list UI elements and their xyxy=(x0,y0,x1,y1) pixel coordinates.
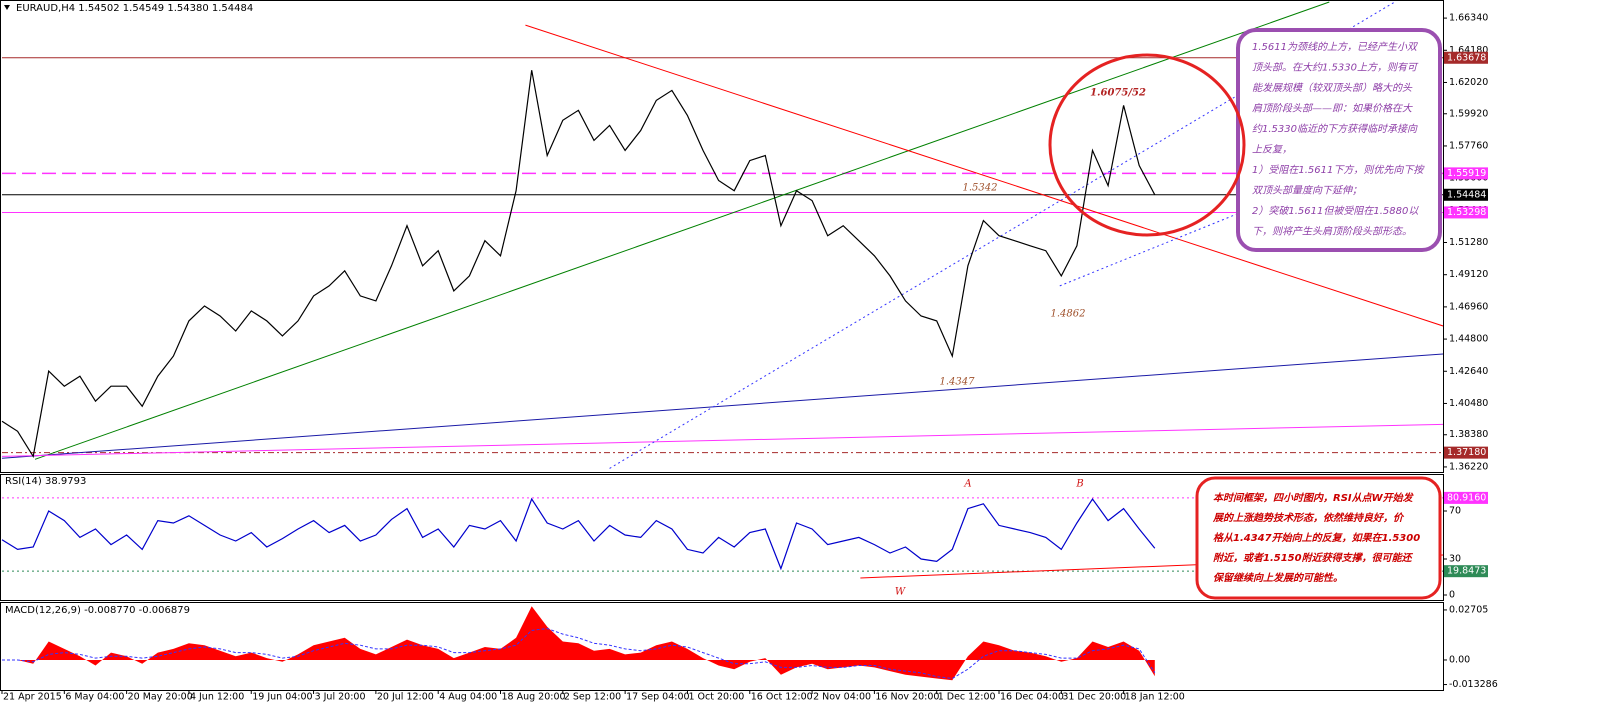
annotation: 1.4862 xyxy=(1051,309,1086,320)
level-label: 1.63678 xyxy=(1447,52,1486,63)
x-tick-label: 18 Jan 12:00 xyxy=(1125,692,1185,703)
level-label: 80.9160 xyxy=(1447,492,1486,503)
note-line: 肩顶阶段头部——即：如果价格在大 xyxy=(1252,103,1413,115)
level-label: 1.54484 xyxy=(1447,189,1486,200)
y-tick-label: 1.51280 xyxy=(1449,237,1488,248)
annotation: 1.6075/52 xyxy=(1090,88,1146,99)
y-tick-label: 1.44800 xyxy=(1449,334,1488,345)
x-tick-label: 1 Dec 12:00 xyxy=(938,692,996,703)
macd-panel-frame xyxy=(0,602,1444,691)
x-tick-label: 20 May 20:00 xyxy=(128,692,193,703)
note-line: 能发展规模（较双顶头部）略大的头 xyxy=(1252,82,1413,94)
x-tick-label: 4 Jun 12:00 xyxy=(190,692,244,703)
level-label-box xyxy=(1444,565,1488,578)
note-line: 上反复， xyxy=(1252,144,1292,156)
x-tick-label: 2 Nov 04:00 xyxy=(813,692,871,703)
note-line: 保留继续向上发展的可能性。 xyxy=(1213,572,1343,584)
y-tick-label: 1.40480 xyxy=(1449,398,1488,409)
y-tick-label: 1.42640 xyxy=(1449,366,1488,377)
y-tick-label: 1.57760 xyxy=(1449,140,1488,151)
annotation: 1.4347 xyxy=(940,377,976,388)
level-label-box xyxy=(1444,188,1488,201)
level-label: 1.37180 xyxy=(1447,447,1486,458)
price-line xyxy=(1,70,1156,459)
y-tick-label: 1.66340 xyxy=(1449,13,1488,24)
y-tick-label: 1.36220 xyxy=(1449,461,1488,472)
note-line: 附近，或者1.5150附近获得支撑，很可能还 xyxy=(1213,552,1414,564)
annotation: W xyxy=(895,587,906,598)
note-line: 2）突破1.5611但被受阻在1.5880以 xyxy=(1252,205,1419,217)
x-tick-label: 18 Aug 20:00 xyxy=(502,692,566,703)
note-line: 顶头部。在大约1.5330上方，则有可 xyxy=(1252,62,1419,74)
y-tick-label: 1.49120 xyxy=(1449,269,1488,280)
note-line: 约1.5330临近的下方获得临时承接向 xyxy=(1252,123,1418,135)
y-tick-label: 70 xyxy=(1449,506,1461,517)
rsi-panel-frame xyxy=(0,474,1444,601)
level-label-box xyxy=(1444,167,1488,180)
annotation: A xyxy=(963,479,971,490)
x-tick-label: 6 May 04:00 xyxy=(65,692,124,703)
trend-line xyxy=(34,1,1330,460)
y-tick-label: 0.02705 xyxy=(1449,604,1488,615)
note-box xyxy=(1236,28,1442,252)
annotation: B xyxy=(1075,479,1083,490)
x-tick-label: 21 Apr 2015 xyxy=(3,692,62,703)
level-label: 1.53298 xyxy=(1447,207,1486,218)
y-tick-label: 1.46960 xyxy=(1449,301,1488,312)
note-line: 双顶头部量度向下延伸； xyxy=(1252,185,1362,197)
y-tick-label: 0.00 xyxy=(1449,654,1470,665)
level-label-box xyxy=(1444,491,1488,504)
y-tick-label: 1.38380 xyxy=(1449,429,1488,440)
trend-line xyxy=(1,353,1443,459)
y-tick-label: 1.59920 xyxy=(1449,108,1488,119)
panel xyxy=(2,606,1156,681)
x-tick-label: 4 Aug 04:00 xyxy=(439,692,497,703)
highlight-circle xyxy=(1048,53,1246,237)
y-tick-label: 1.64180 xyxy=(1449,45,1488,56)
note-line: 格从1.4347开始向上的反复，如果在1.5300 xyxy=(1213,532,1420,544)
note-line: 1）受阻在1.5611下方，则优先向下按 xyxy=(1252,164,1425,176)
note-line: 本时间框架，四小时图内，RSI从点W开始发 xyxy=(1213,492,1415,504)
y-tick-label: 1.62020 xyxy=(1449,77,1488,88)
plot-area xyxy=(2,606,1156,681)
panel-title: MACD(12,26,9) -0.008770 -0.006879 xyxy=(5,605,190,616)
x-tick-label: 16 Dec 04:00 xyxy=(1000,692,1064,703)
x-tick-label: 31 Dec 20:00 xyxy=(1062,692,1126,703)
annotation: 1.5342 xyxy=(963,183,998,194)
price-panel-frame xyxy=(0,0,1444,473)
panel-title: EURAUD,H4 1.54502 1.54549 1.54380 1.5448… xyxy=(16,3,253,14)
note-line: 展的上涨趋势技术形态，依然维持良好，价 xyxy=(1212,512,1405,524)
panel-menu-icon xyxy=(4,5,10,10)
y-tick-label: 0 xyxy=(1449,590,1455,601)
x-tick-label: 16 Nov 20:00 xyxy=(875,692,939,703)
y-tick-label: 30 xyxy=(1449,554,1461,565)
signal-line xyxy=(2,627,1156,680)
note-box xyxy=(1195,476,1442,600)
price-line xyxy=(1,497,1156,571)
level-label-box xyxy=(1444,51,1488,64)
note-line: 1.5611为颈线的上方，已经产生小双 xyxy=(1252,41,1419,53)
trend-line xyxy=(1,423,1443,457)
x-tick-label: 17 Sep 04:00 xyxy=(626,692,689,703)
level-label: 1.55919 xyxy=(1447,168,1486,179)
x-tick-label: 1 Oct 20:00 xyxy=(688,692,744,703)
x-tick-label: 3 Jul 20:00 xyxy=(315,692,366,703)
level-label-box xyxy=(1444,206,1488,219)
level-label: 19.8473 xyxy=(1447,566,1486,577)
level-label-box xyxy=(1444,446,1488,459)
trend-line xyxy=(525,24,1443,327)
x-tick-label: 19 Jun 04:00 xyxy=(252,692,312,703)
x-tick-label: 16 Oct 12:00 xyxy=(751,692,813,703)
x-tick-label: 2 Sep 12:00 xyxy=(564,692,621,703)
note-line: 下，则将产生头肩顶阶段头部形态。 xyxy=(1252,226,1412,238)
y-tick-label: -0.013286 xyxy=(1449,679,1498,690)
panel-title: RSI(14) 38.9793 xyxy=(5,476,86,487)
macd-area xyxy=(2,606,1155,681)
x-tick-label: 20 Jul 12:00 xyxy=(377,692,434,703)
